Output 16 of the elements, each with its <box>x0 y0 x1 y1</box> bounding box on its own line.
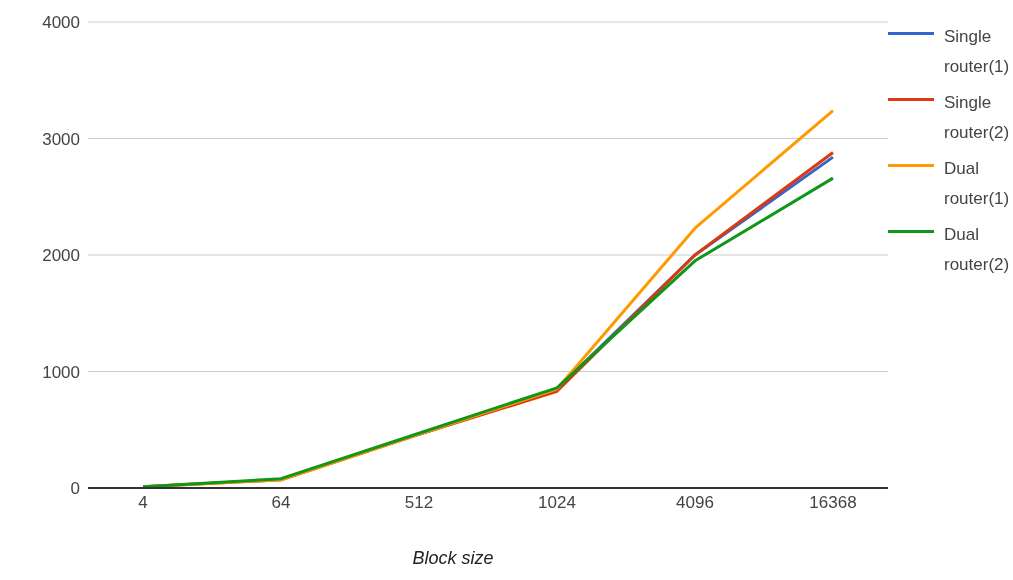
legend-label: Single router(1) <box>944 26 1010 78</box>
legend-label: Dual router(2) <box>944 224 1010 276</box>
legend-label: Dual router(1) <box>944 158 1010 210</box>
x-tick-label: 1024 <box>538 493 576 513</box>
x-tick-label: 64 <box>271 493 291 513</box>
y-tick-label: 0 <box>70 479 80 499</box>
legend-label: Single router(2) <box>944 92 1010 144</box>
x-tick-label: 16368 <box>809 493 857 513</box>
y-tick-label: 3000 <box>42 129 80 149</box>
y-tick-label: 4000 <box>42 13 80 33</box>
y-tick-label: 1000 <box>42 362 80 382</box>
x-tick-label: 512 <box>404 493 434 513</box>
x-tick-label: 4 <box>138 493 148 513</box>
y-tick-label: 2000 <box>42 246 80 266</box>
x-axis-title: Block size <box>411 548 495 569</box>
x-tick-label: 4096 <box>676 493 714 513</box>
